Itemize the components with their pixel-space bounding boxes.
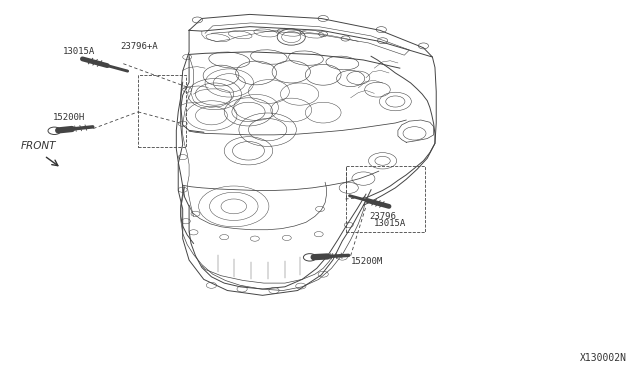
Text: X130002N: X130002N xyxy=(580,353,627,363)
Circle shape xyxy=(303,254,316,261)
Bar xyxy=(138,75,186,147)
Bar xyxy=(346,166,426,232)
Text: 15200M: 15200M xyxy=(351,257,383,266)
Circle shape xyxy=(48,127,61,135)
Text: 13015A: 13015A xyxy=(374,219,406,228)
Text: 23796: 23796 xyxy=(370,212,397,221)
Text: 15200H: 15200H xyxy=(53,113,85,122)
Text: 23796+A: 23796+A xyxy=(121,42,158,51)
Text: FRONT: FRONT xyxy=(21,141,56,151)
Text: 13015A: 13015A xyxy=(63,47,95,56)
